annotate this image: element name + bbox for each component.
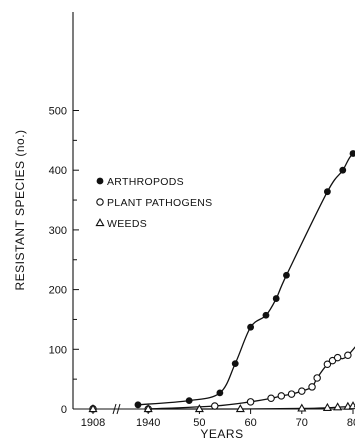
data-point bbox=[323, 360, 332, 368]
x-tick-label: 70 bbox=[296, 417, 308, 429]
data-point bbox=[322, 402, 332, 411]
y-tick-label: 0 bbox=[61, 404, 67, 416]
series-points bbox=[88, 150, 355, 413]
data-point bbox=[216, 389, 224, 397]
data-point bbox=[333, 402, 343, 411]
y-tick-label: 100 bbox=[49, 344, 67, 356]
x-tick-label: 80 bbox=[347, 417, 355, 429]
data-point bbox=[349, 150, 355, 157]
legend-label: ARTHROPODS bbox=[107, 176, 184, 188]
x-tick-label: 50 bbox=[193, 417, 205, 429]
data-point bbox=[283, 271, 290, 279]
data-point bbox=[333, 353, 342, 362]
data-point bbox=[211, 402, 219, 410]
data-point bbox=[235, 404, 245, 413]
data-point bbox=[344, 351, 352, 360]
series-curve-0 bbox=[137, 151, 355, 406]
x-tick-label: 60 bbox=[244, 417, 256, 429]
data-point bbox=[308, 383, 316, 391]
legend-label: PLANT PATHOGENS bbox=[107, 197, 212, 209]
x-axis-title: YEARS bbox=[200, 427, 243, 441]
y-tick-label: 500 bbox=[49, 106, 67, 118]
data-point bbox=[134, 401, 142, 409]
y-axis: 0 100 200 300 400 500 bbox=[49, 12, 79, 416]
x-ticks: 190819405060708090 bbox=[81, 409, 355, 429]
x-tick-label: 1940 bbox=[136, 417, 160, 429]
data-point bbox=[287, 390, 296, 398]
data-point bbox=[143, 404, 153, 413]
legend: ARTHROPODS PLANT PATHOGENS WEEDS bbox=[95, 176, 212, 230]
data-point bbox=[348, 401, 355, 410]
legend-label: WEEDS bbox=[107, 218, 147, 230]
legend-marker bbox=[96, 177, 104, 185]
y-tick-label: 400 bbox=[49, 165, 67, 177]
data-point bbox=[297, 403, 307, 412]
data-point bbox=[246, 398, 255, 406]
x-axis: 190819405060708090 bbox=[73, 408, 355, 429]
data-point bbox=[194, 404, 204, 413]
data-point bbox=[324, 188, 331, 196]
data-point bbox=[185, 397, 193, 405]
data-point bbox=[313, 374, 321, 382]
y-tick-label: 300 bbox=[49, 225, 67, 237]
data-point bbox=[277, 392, 286, 400]
data-point bbox=[272, 295, 280, 302]
y-ticks: 0 100 200 300 400 500 bbox=[49, 106, 79, 416]
y-axis-title: RESISTANT SPECIES (no.) bbox=[13, 129, 27, 290]
data-point bbox=[88, 404, 98, 413]
data-point bbox=[262, 311, 270, 319]
data-point bbox=[231, 360, 239, 368]
series-curves bbox=[137, 151, 355, 410]
x-tick-label: 1908 bbox=[81, 417, 105, 429]
data-point bbox=[267, 394, 275, 403]
legend-marker bbox=[96, 198, 104, 206]
data-point bbox=[298, 387, 306, 395]
y-tick-label: 200 bbox=[49, 285, 67, 297]
data-point bbox=[339, 166, 347, 174]
legend-marker bbox=[95, 218, 105, 227]
axis-break-mark-2 bbox=[116, 403, 121, 415]
axis-break bbox=[112, 403, 121, 415]
data-point bbox=[247, 323, 255, 331]
axis-break-mark-1 bbox=[112, 403, 117, 415]
